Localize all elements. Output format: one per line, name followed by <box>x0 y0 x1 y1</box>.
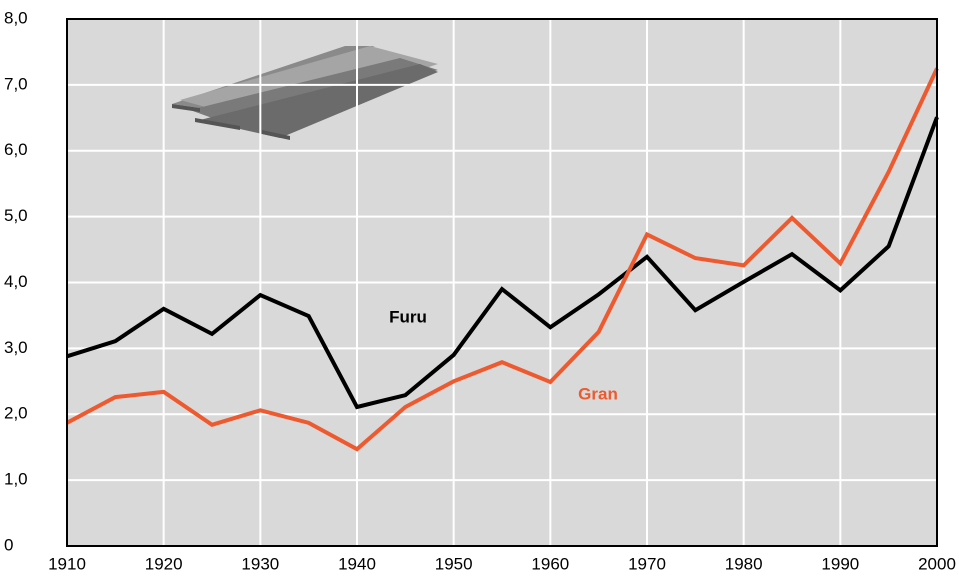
x-tick-label: 1920 <box>145 554 183 573</box>
y-tick-label: 0 <box>4 535 13 554</box>
y-tick-label: 6,0 <box>4 140 28 159</box>
line-series <box>66 67 939 452</box>
x-tick-label: 1960 <box>531 554 569 573</box>
x-tick-label: 2000 <box>918 554 956 573</box>
y-tick-label: 5,0 <box>4 206 28 225</box>
x-tick-label: 1910 <box>48 554 86 573</box>
y-tick-label: 2,0 <box>4 404 28 423</box>
y-tick-label: 1,0 <box>4 470 28 489</box>
line-series <box>66 116 939 410</box>
y-tick-label: 8,0 <box>4 8 28 27</box>
x-tick-label: 1930 <box>241 554 279 573</box>
y-tick-label: 4,0 <box>4 272 28 291</box>
x-tick-label: 1950 <box>435 554 473 573</box>
y-tick-label: 7,0 <box>4 74 28 93</box>
x-tick-label: 1970 <box>628 554 666 573</box>
x-tick-label: 1980 <box>725 554 763 573</box>
x-tick-label: 1940 <box>338 554 376 573</box>
series-label: Gran <box>578 384 618 403</box>
plot-border <box>66 18 938 547</box>
x-tick-label: 1990 <box>821 554 859 573</box>
series-label: Furu <box>389 307 427 326</box>
y-tick-label: 3,0 <box>4 338 28 357</box>
